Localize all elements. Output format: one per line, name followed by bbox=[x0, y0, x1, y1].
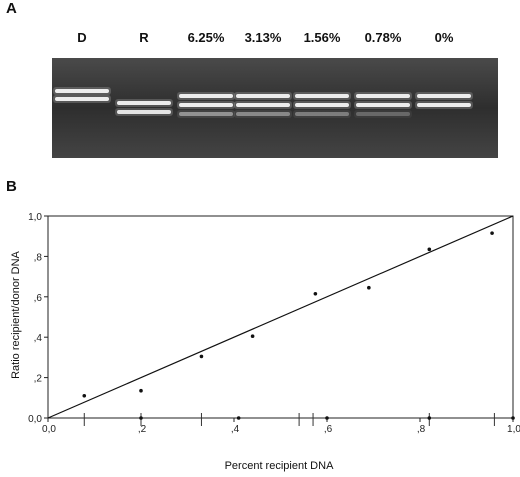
x-tick-label: 0,0 bbox=[42, 424, 56, 435]
y-tick-label: ,2 bbox=[34, 374, 43, 385]
y-tick-label: ,4 bbox=[34, 333, 43, 344]
y-tick-label: ,8 bbox=[34, 252, 43, 263]
gel-band bbox=[55, 97, 109, 101]
gel-band bbox=[236, 112, 290, 116]
y-axis-label-wrap: Ratio recipient/donor DNA bbox=[6, 200, 26, 430]
gel-band bbox=[356, 112, 410, 116]
y-tick-label: 1,0 bbox=[28, 212, 42, 223]
gel-band bbox=[55, 89, 109, 93]
gel-band bbox=[356, 94, 410, 98]
gel-band bbox=[179, 94, 233, 98]
gel-band bbox=[295, 112, 349, 116]
gel-image bbox=[52, 58, 498, 158]
identity-line bbox=[47, 215, 514, 419]
y-axis-label: Ratio recipient/donor DNA bbox=[10, 251, 22, 379]
data-point bbox=[199, 354, 204, 359]
gel-band bbox=[236, 103, 290, 107]
gel-band bbox=[417, 103, 471, 107]
data-point bbox=[82, 393, 87, 398]
lane-label: D bbox=[77, 30, 87, 45]
x-tick-label: ,4 bbox=[231, 424, 240, 435]
data-point bbox=[250, 334, 255, 338]
data-point bbox=[367, 285, 371, 290]
baseline-point bbox=[236, 416, 241, 420]
lane-label: 1.56% bbox=[303, 30, 341, 45]
gel-band bbox=[295, 94, 349, 98]
data-point bbox=[427, 247, 432, 252]
gel-band-glow bbox=[293, 110, 351, 118]
gel-band bbox=[179, 103, 233, 107]
x-tick-label: ,8 bbox=[417, 424, 426, 435]
x-tick-label: ,2 bbox=[138, 424, 147, 435]
y-tick-label: ,6 bbox=[34, 293, 43, 304]
gel-band bbox=[117, 101, 171, 105]
data-point bbox=[139, 388, 143, 393]
gel-band-glow bbox=[234, 110, 292, 118]
gel-band-glow bbox=[177, 110, 235, 118]
gel-band bbox=[356, 103, 410, 107]
panel-a-letter: A bbox=[6, 0, 17, 17]
lane-label: 0% bbox=[434, 30, 454, 45]
lane-label: R bbox=[139, 30, 149, 45]
x-axis-label: Percent recipient DNA bbox=[224, 460, 334, 472]
gel-band bbox=[179, 112, 233, 116]
gel-band-glow bbox=[354, 110, 412, 118]
baseline-point bbox=[139, 416, 143, 420]
gel-band bbox=[236, 94, 290, 98]
baseline-point bbox=[325, 416, 329, 420]
baseline-point bbox=[427, 416, 432, 420]
gel-band bbox=[295, 103, 349, 107]
lane-label: 0.78% bbox=[364, 30, 402, 45]
gel-band bbox=[417, 94, 471, 98]
lane-label: 3.13% bbox=[244, 30, 282, 45]
baseline-point bbox=[511, 416, 515, 420]
lane-label: 6.25% bbox=[187, 30, 225, 45]
ratio-chart: 0,0,2,4,6,81,00,0,2,4,6,81,00.781.563.13… bbox=[28, 212, 520, 435]
plot-frame bbox=[47, 215, 514, 419]
data-point bbox=[490, 231, 494, 235]
panel-b-letter: B bbox=[6, 178, 17, 195]
x-tick-label: 1,0 bbox=[507, 424, 520, 435]
x-tick-label: ,6 bbox=[324, 424, 333, 435]
gel-lane-labels: D R 6.25% 3.13% 1.56% 0.78% 0% bbox=[0, 0, 520, 50]
y-tick-label: 0,0 bbox=[28, 414, 42, 425]
gel-band bbox=[117, 110, 171, 114]
data-point bbox=[313, 291, 318, 296]
